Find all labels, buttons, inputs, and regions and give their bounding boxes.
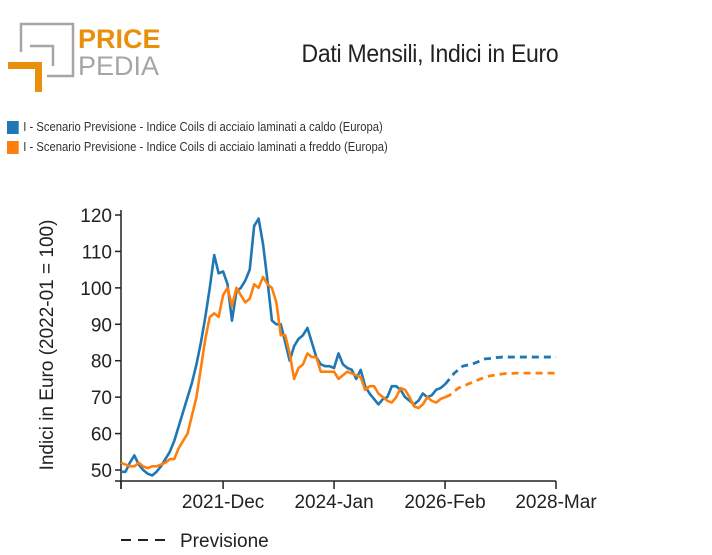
logo-mark-icon (8, 22, 75, 92)
y-tick-label: 50 (91, 461, 112, 482)
legend-label: I - Scenario Previsione - Indice Coils d… (23, 140, 388, 154)
chart-title: Dati Mensili, Indici in Euro (301, 40, 559, 68)
x-tick-label: 2024-Jan (294, 492, 373, 513)
x-tick-label: 2026-Feb (404, 492, 485, 513)
y-axis-title: Indici in Euro (2022-01 = 100) (37, 220, 58, 471)
y-axis: 50 60 70 80 90 100 110 120 (80, 206, 122, 489)
legend-item-cold-rolled[interactable]: I - Scenario Previsione - Indice Coils d… (7, 139, 388, 155)
plot-area (120, 217, 556, 477)
logo-text-pedia: PEDIA (78, 51, 159, 81)
y-tick-label: 90 (91, 315, 112, 336)
x-tick-label: 2028-Mar (515, 492, 597, 513)
x-tick-label: 2021-Dec (182, 492, 264, 513)
pricepedia-logo: PRICE PEDIA (8, 22, 161, 92)
logo-text-price: PRICE (78, 24, 161, 54)
y-tick-label: 60 (91, 425, 112, 446)
series-line-cold-rolled-forecast (444, 371, 556, 399)
series-line-hot-rolled-historical (121, 217, 446, 477)
y-tick-label: 120 (80, 206, 112, 227)
y-tick-label: 110 (82, 242, 112, 263)
y-tick-label: 70 (91, 388, 112, 409)
y-tick-label: 100 (80, 279, 112, 300)
forecast-legend: Previsione (121, 531, 269, 552)
x-axis: 2021-Dec 2024-Jan 2026-Feb 2028-Mar (115, 480, 597, 513)
forecast-legend-label: Previsione (180, 531, 269, 552)
legend-label: I - Scenario Previsione - Indice Coils d… (23, 120, 383, 134)
legend-swatch-orange (7, 140, 19, 154)
legend-swatch-blue (7, 120, 19, 134)
series-line-cold-rolled-historical (120, 275, 446, 470)
series-line-hot-rolled-forecast (443, 355, 556, 386)
y-tick-label: 80 (91, 352, 112, 373)
legend-item-hot-rolled[interactable]: I - Scenario Previsione - Indice Coils d… (7, 119, 383, 135)
